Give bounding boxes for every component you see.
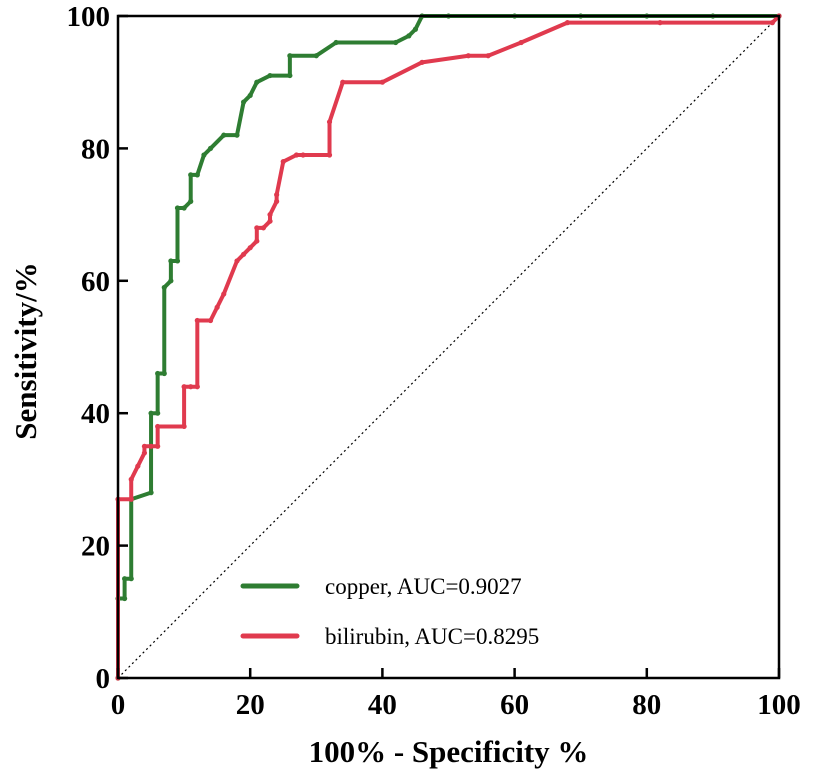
reference-layer bbox=[117, 15, 780, 679]
y-tick-label: 0 bbox=[96, 663, 111, 695]
bilirubin-point bbox=[518, 39, 524, 46]
bilirubin-point bbox=[181, 423, 187, 430]
bilirubin-point bbox=[274, 198, 280, 204]
bilirubin-point bbox=[141, 450, 148, 456]
bilirubin-point bbox=[769, 20, 775, 26]
y-tick-label: 60 bbox=[81, 266, 110, 298]
x-tick-label: 0 bbox=[111, 689, 126, 721]
x-axis-title: 100% - Specificity % bbox=[309, 734, 589, 769]
copper-point bbox=[128, 576, 134, 582]
bilirubin-point bbox=[340, 79, 346, 85]
copper-point bbox=[254, 79, 260, 85]
x-tick-label: 100 bbox=[757, 689, 801, 721]
copper-point bbox=[188, 172, 194, 178]
copper-point bbox=[168, 278, 174, 284]
bilirubin-point bbox=[247, 245, 253, 251]
y-tick-label: 40 bbox=[81, 398, 110, 430]
axis-layer: 0 20 40 60 80 100 0 20 40 60 80 100 bbox=[67, 1, 801, 721]
copper-point bbox=[148, 490, 154, 496]
bilirubin-point bbox=[280, 159, 286, 165]
bilirubin-point bbox=[267, 218, 273, 224]
bilirubin-point bbox=[379, 79, 385, 85]
bilirubin-point bbox=[207, 317, 214, 324]
y-tick-label: 20 bbox=[81, 531, 110, 563]
series-layer bbox=[115, 13, 782, 681]
bilirubin-point bbox=[214, 304, 220, 310]
copper-point bbox=[313, 53, 319, 59]
bilirubin-point bbox=[657, 20, 663, 26]
copper-point bbox=[333, 39, 339, 46]
bilirubin-point bbox=[155, 443, 161, 449]
bilirubin-point bbox=[260, 225, 267, 231]
copper-point bbox=[207, 145, 214, 151]
copper-point bbox=[194, 172, 200, 178]
bilirubin-point bbox=[485, 53, 491, 59]
x-tick-label: 80 bbox=[632, 689, 661, 721]
bilirubin-point bbox=[135, 463, 141, 469]
legend-label-bilirubin: bilirubin, AUC=0.8295 bbox=[325, 624, 539, 649]
bilirubin-point bbox=[148, 443, 154, 449]
copper-point bbox=[221, 132, 227, 138]
copper-point bbox=[287, 53, 293, 59]
y-tick-label: 100 bbox=[67, 1, 111, 33]
copper-point bbox=[188, 198, 194, 204]
bilirubin-point bbox=[300, 152, 306, 158]
copper-point bbox=[155, 410, 161, 416]
copper-point bbox=[155, 370, 161, 377]
bilirubin-point bbox=[194, 384, 200, 390]
bilirubin-point bbox=[254, 238, 260, 244]
bilirubin-point bbox=[326, 119, 333, 125]
copper-point bbox=[267, 72, 273, 79]
legend-label-copper: copper, AUC=0.9027 bbox=[325, 574, 522, 599]
legend-item-bilirubin: bilirubin, AUC=0.8295 bbox=[240, 624, 539, 649]
bilirubin-point bbox=[240, 251, 247, 257]
bilirubin-point bbox=[419, 59, 425, 65]
copper-point bbox=[201, 152, 207, 158]
bilirubin-point bbox=[326, 152, 333, 158]
bilirubin-point bbox=[194, 317, 200, 324]
x-tick-label: 40 bbox=[368, 689, 397, 721]
copper-point bbox=[247, 92, 253, 99]
bilirubin-point bbox=[254, 225, 260, 231]
legend-item-copper: copper, AUC=0.9027 bbox=[240, 574, 522, 599]
copper-point bbox=[412, 26, 419, 32]
copper-point bbox=[148, 410, 154, 416]
x-tick-label: 20 bbox=[236, 689, 265, 721]
bilirubin-point bbox=[141, 443, 148, 449]
copper-point bbox=[174, 258, 181, 264]
copper-point bbox=[122, 576, 128, 582]
copper-point bbox=[174, 205, 181, 211]
bilirubin-point bbox=[128, 476, 134, 482]
copper-point bbox=[161, 284, 167, 291]
copper-point bbox=[287, 72, 293, 79]
series-bilirubin bbox=[115, 13, 782, 681]
bilirubin-point bbox=[221, 291, 227, 297]
copper-point bbox=[393, 39, 399, 46]
bilirubin-point bbox=[234, 258, 240, 264]
copper-point bbox=[168, 258, 174, 264]
bilirubin-point bbox=[181, 384, 187, 390]
copper-point bbox=[161, 370, 167, 377]
copper-point bbox=[181, 205, 187, 211]
bilirubin-point bbox=[155, 423, 161, 430]
y-tick-label: 80 bbox=[81, 133, 110, 165]
bilirubin-point bbox=[128, 496, 134, 502]
plot-frame bbox=[116, 14, 781, 680]
copper-point bbox=[406, 33, 412, 39]
copper-point bbox=[240, 99, 247, 105]
copper-point bbox=[234, 132, 240, 138]
legend: copper, AUC=0.9027 bilirubin, AUC=0.8295 bbox=[240, 574, 539, 649]
copper-point bbox=[122, 595, 128, 602]
bilirubin-point bbox=[465, 53, 471, 59]
x-tick-label: 60 bbox=[500, 689, 529, 721]
bilirubin-point bbox=[267, 212, 273, 218]
bilirubin-point bbox=[564, 20, 571, 26]
reference-diagonal bbox=[117, 15, 780, 679]
bilirubin-point bbox=[293, 152, 300, 158]
y-axis-title: Sensitivity/% bbox=[8, 262, 43, 439]
bilirubin-point bbox=[274, 192, 280, 198]
bilirubin-point bbox=[188, 384, 194, 390]
